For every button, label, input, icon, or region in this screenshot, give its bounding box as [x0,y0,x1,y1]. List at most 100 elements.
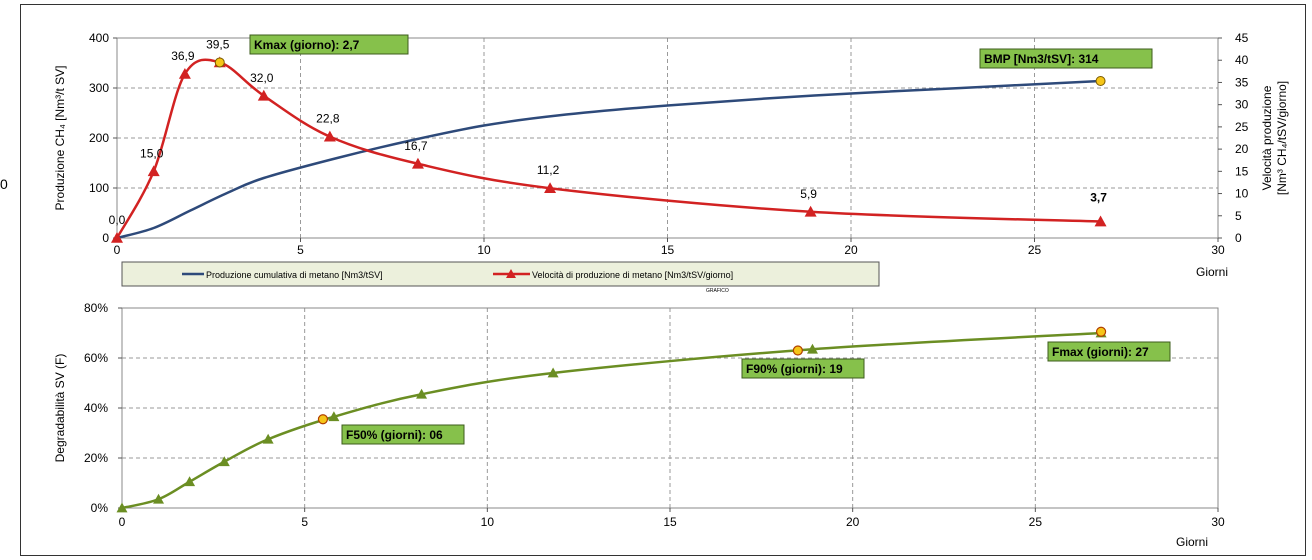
series-point-rate [1094,215,1107,227]
top-left-tick-label: 100 [89,181,109,195]
top-x-tick-label: 30 [1211,243,1225,257]
data-label-rate: 32,0 [250,71,274,85]
top-y-axis-title-right-line2: [Nm³ CH₄/tSV/giorno] [1275,81,1289,195]
bmp-callout-text: BMP [Nm3/tSV]: 314 [984,52,1099,66]
fmax-callout-box [1047,341,1171,362]
series-point-rate [147,165,160,177]
series-line-cumulative [116,79,1101,240]
bottom-x-axis-ticks: 0 5 10 15 20 25 30 [119,508,1225,529]
top-right-tick-label: 10 [1235,187,1249,201]
f50-callout: F50% (giorni): 06 [341,424,465,445]
bottom-x-tick-label: 20 [846,515,860,529]
top-x-axis-title: Giorni [1196,265,1228,279]
top-right-tick-label: 20 [1235,142,1249,156]
bottom-series-group [116,326,1107,513]
top-right-tick-label: 25 [1235,120,1249,134]
bottom-x-tick-label: 30 [1211,515,1225,529]
top-right-tick-label: 40 [1235,53,1249,67]
stray-label: 0 [0,176,8,192]
data-label-rate: 3,7 [1090,191,1107,205]
highlight-marker [317,414,329,425]
bottom-y-axis-ticks: 0% 20% 40% 60% 80% [84,301,122,515]
top-x-tick-label: 15 [661,243,675,257]
bottom-y-tick-label: 20% [84,451,108,465]
series-point-rate [257,89,270,101]
top-right-tick-label: 0 [1235,231,1242,245]
bottom-x-tick-label: 5 [301,515,308,529]
highlight-marker [1095,326,1107,337]
top-right-tick-label: 5 [1235,209,1242,223]
legend-label-rate: Velocità di produzione di metano [Nm3/tS… [532,270,733,280]
data-label-rate: 22,8 [316,112,340,126]
kmax-callout: Kmax (giorno): 2,7 [249,34,409,55]
data-label-rate: 5,9 [800,187,817,201]
top-x-tick-label: 5 [297,243,304,257]
legend-box [121,261,880,287]
legend-marker-rate [506,269,516,278]
series-point-degradability [218,456,230,467]
series-point-rate [111,232,123,243]
highlight-marker [1095,76,1106,86]
series-point-degradability [262,433,274,444]
top-left-tick-label: 300 [89,81,109,95]
fmax-callout-text: Fmax (giorni): 27 [1052,345,1149,359]
top-right-tick-label: 45 [1235,31,1249,45]
top-left-tick-label: 0 [102,231,109,245]
top-x-tick-label: 25 [1028,243,1042,257]
top-x-axis-ticks: 0 5 10 15 20 25 30 [114,238,1225,257]
kmax-callout-text: Kmax (giorno): 2,7 [254,38,360,52]
top-left-tick-label: 400 [89,31,109,45]
series-point-rate [544,182,557,194]
highlight-marker [214,57,225,68]
top-x-tick-label: 20 [844,243,858,257]
kmax-callout-box [249,34,409,55]
legend: Produzione cumulativa di metano [Nm3/tSV… [121,261,880,287]
series-point-degradability [806,343,818,354]
bottom-x-axis-title: Giorni [1176,535,1208,549]
data-label-rate: 36,9 [171,49,195,63]
bottom-y-tick-label: 0% [91,501,109,515]
series-line-degradability [121,331,1102,510]
bottom-y-tick-label: 40% [84,401,108,415]
data-label-rate: 16,7 [404,139,428,153]
legend-label-cumulative: Produzione cumulativa di metano [Nm3/tSV… [206,270,383,280]
bmp-callout: BMP [Nm3/tSV]: 314 [979,48,1153,69]
f90-callout-text: F90% (giorni): 19 [746,362,843,376]
bottom-gridlines [122,308,1218,508]
series-point-rate [804,205,817,217]
top-series-group: 0,0 15,0 36,9 39,5 32,0 22,8 16,7 11,2 5,9 3,7 [109,37,1107,243]
top-y-axis-title-left: Produzione CH₄ [Nm³/t SV] [53,66,67,211]
top-left-axis-ticks: 0 100 200 300 400 [89,31,117,245]
bottom-y-axis-title: Degradabilità SV (F) [53,354,67,463]
data-label-rate: 39,5 [206,37,230,51]
bottom-x-tick-label: 15 [663,515,677,529]
top-annotations: Kmax (giorno): 2,7 BMP [Nm3/tSV]: 314 [249,34,1153,69]
top-right-tick-label: 15 [1235,164,1249,178]
data-label-rate: 11,2 [537,163,560,177]
data-label-rate: 15,0 [140,146,164,160]
top-left-tick-label: 200 [89,131,109,145]
top-right-tick-label: 30 [1235,98,1249,112]
series-point-rate [323,130,336,142]
f50-callout-text: F50% (giorni): 06 [346,428,443,442]
top-y-axis-title-right-line1: Velocità produzione [1260,85,1274,190]
series-point-degradability [416,388,428,399]
bottom-y-tick-label: 80% [84,301,108,315]
f50-callout-box [341,424,465,445]
series-point-degradability [547,367,559,378]
top-right-tick-label: 35 [1235,75,1249,89]
series-point-degradability [184,476,196,487]
top-gridlines [117,38,1218,238]
series-point-rate [411,157,424,169]
top-right-axis-ticks: 0 5 10 15 20 25 30 35 40 45 [1218,31,1249,245]
top-x-tick-label: 10 [477,243,491,257]
bottom-x-tick-label: 0 [119,515,126,529]
data-label-rate: 0,0 [109,213,126,227]
series-point-degradability [116,502,128,513]
series-point-degradability [153,493,165,504]
bottom-y-tick-label: 60% [84,351,108,365]
series-point-rate [178,68,191,79]
bottom-x-tick-label: 25 [1029,515,1043,529]
f90-callout-box [741,358,865,379]
